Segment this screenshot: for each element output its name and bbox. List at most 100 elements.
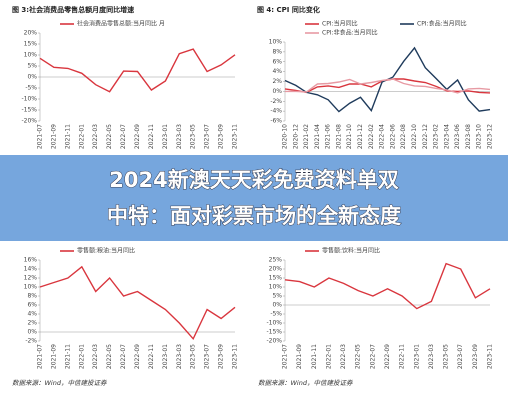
series-line xyxy=(39,48,236,93)
x-tick-label: 2020-10 xyxy=(282,124,289,149)
x-tick-label: 2022-09 xyxy=(134,344,141,369)
y-tick-label: -10% xyxy=(266,320,282,327)
x-tick-label: 2023-03 xyxy=(176,344,183,369)
x-tick-label: 2023-10 xyxy=(476,124,483,149)
x-tick-label: 2023-11 xyxy=(487,344,494,369)
y-tick-label: 15% xyxy=(24,41,38,48)
y-tick-label: 20% xyxy=(269,266,283,273)
x-tick-label: 2022-01 xyxy=(325,344,332,369)
y-tick-label: 12% xyxy=(24,275,38,282)
y-tick-label: 0% xyxy=(272,88,282,95)
x-tick-label: 2022-03 xyxy=(92,344,99,369)
chart-title: 图 4: CPI 同比变化 xyxy=(257,5,320,14)
x-tick-label: 2023-09 xyxy=(218,124,225,149)
y-tick-label: 5% xyxy=(27,63,37,70)
x-tick-label: 2023-12 xyxy=(487,124,494,149)
series-line xyxy=(284,262,491,310)
x-tick-label: 2021-04 xyxy=(314,124,321,149)
x-tick-label: 2022-07 xyxy=(120,124,127,149)
legend-label: CPI:非食品:当月同比 xyxy=(322,29,378,37)
x-tick-label: 2022-05 xyxy=(106,124,113,149)
y-tick-label: -15% xyxy=(21,107,37,114)
x-tick-label: 2021-09 xyxy=(50,344,57,369)
x-tick-label: 2023-02 xyxy=(433,124,440,149)
y-tick-label: 0% xyxy=(27,329,37,336)
x-tick-label: 2023-06 xyxy=(454,124,461,149)
banner xyxy=(0,155,508,241)
x-tick-label: 2023-03 xyxy=(428,344,435,369)
y-tick-label: 2% xyxy=(272,78,282,85)
y-tick-label: 14% xyxy=(24,266,38,273)
x-tick-label: 2022-02 xyxy=(368,124,375,149)
y-tick-label: 6% xyxy=(272,58,282,65)
y-tick-label: -5% xyxy=(25,85,37,92)
y-tick-label: 10% xyxy=(269,39,283,46)
y-tick-label: -6% xyxy=(270,118,282,125)
chart-title: 图 3:社会消费品零售总额月度同比增速 xyxy=(12,5,134,14)
x-tick-label: 2021-07 xyxy=(282,344,289,369)
x-tick-label: 2021-06 xyxy=(325,124,332,149)
x-tick-label: 2022-09 xyxy=(134,124,141,149)
x-tick-label: 2021-10 xyxy=(346,124,353,149)
x-tick-label: 2022-03 xyxy=(92,124,99,149)
x-tick-label: 2021-12 xyxy=(357,124,364,149)
legend-label: CPI:当月同比 xyxy=(322,20,358,28)
x-tick-label: 2023-09 xyxy=(218,344,225,369)
y-tick-label: 0% xyxy=(272,302,282,309)
x-tick-label: 2022-07 xyxy=(369,344,376,369)
y-tick-label: -2% xyxy=(25,338,37,345)
x-tick-label: 2022-07 xyxy=(120,344,127,369)
y-tick-label: 4% xyxy=(27,311,37,318)
y-tick-label: -2% xyxy=(270,98,282,105)
x-tick-label: 2023-11 xyxy=(232,124,239,149)
series-line xyxy=(285,78,491,94)
source: 数据来源：Wind，中信建投证券 xyxy=(258,379,353,387)
y-tick-label: 25% xyxy=(269,257,283,264)
x-tick-label: 2023-05 xyxy=(190,344,197,369)
x-tick-label: 2023-07 xyxy=(204,344,211,369)
x-tick-label: 2022-03 xyxy=(340,344,347,369)
x-tick-label: 2022-11 xyxy=(148,344,155,369)
x-tick-label: 2021-09 xyxy=(296,344,303,369)
x-tick-label: 2021-09 xyxy=(50,124,57,149)
x-tick-label: 2022-09 xyxy=(384,344,391,369)
x-tick-label: 2022-10 xyxy=(411,124,418,149)
y-tick-label: -4% xyxy=(270,108,282,115)
y-tick-label: 10% xyxy=(24,284,38,291)
x-tick-label: 2021-11 xyxy=(64,344,71,369)
x-tick-label: 2023-07 xyxy=(204,124,211,149)
y-tick-label: 15% xyxy=(269,275,283,282)
banner-line: 中特：面对彩票市场的全新态度 xyxy=(107,204,401,228)
y-tick-label: 0% xyxy=(27,74,37,81)
x-tick-label: 2021-07 xyxy=(37,124,44,149)
x-tick-label: 2023-01 xyxy=(413,344,420,369)
x-tick-label: 2022-05 xyxy=(106,344,113,369)
x-tick-label: 2021-11 xyxy=(311,344,318,369)
y-tick-label: 16% xyxy=(24,257,38,264)
x-tick-label: 2022-01 xyxy=(78,124,85,149)
x-tick-label: 2022-04 xyxy=(379,124,386,149)
x-tick-label: 2021-02 xyxy=(303,124,310,149)
y-tick-label: -10% xyxy=(21,96,37,103)
legend-label: CPI:食品:当月同比 xyxy=(417,20,467,28)
x-tick-label: 2021-08 xyxy=(335,124,342,149)
series-line xyxy=(39,265,236,341)
y-tick-label: 20% xyxy=(24,30,38,37)
x-tick-label: 2022-06 xyxy=(389,124,396,149)
x-tick-label: 2022-12 xyxy=(422,124,429,149)
y-tick-label: 8% xyxy=(272,48,282,55)
x-tick-label: 2022-08 xyxy=(400,124,407,149)
x-tick-label: 2021-11 xyxy=(64,124,71,149)
legend-label: 零售额:粮油:当月同比 xyxy=(77,247,135,255)
x-tick-label: 2023-01 xyxy=(162,344,169,369)
legend-label: 零售额:饮料:当月同比 xyxy=(322,247,380,255)
y-tick-label: 10% xyxy=(24,52,38,59)
y-tick-label: -5% xyxy=(270,311,282,318)
x-tick-label: 2023-08 xyxy=(465,124,472,149)
y-tick-label: 8% xyxy=(27,293,37,300)
source: 数据来源：Wind，中信建投证券 xyxy=(12,379,107,387)
x-tick-label: 2023-07 xyxy=(457,344,464,369)
x-tick-label: 2022-01 xyxy=(78,344,85,369)
